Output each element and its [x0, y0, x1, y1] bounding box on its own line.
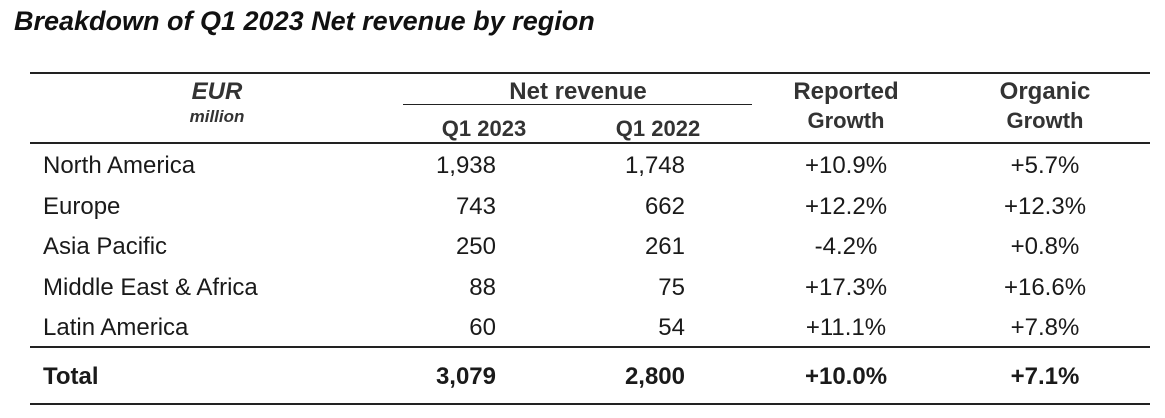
table-top-rule [30, 72, 1150, 74]
q1-2022-cell: 54 [658, 314, 685, 341]
total-organic-growth: +7.1% [1010, 363, 1080, 390]
net-revenue-underline [403, 104, 752, 105]
organic-growth-cell: +7.8% [1010, 314, 1080, 341]
organic-growth-cell: +12.3% [1003, 193, 1087, 220]
q1-2023-cell: 743 [455, 193, 496, 220]
region-cell: Latin America [43, 314, 189, 341]
region-cell: Asia Pacific [43, 233, 168, 260]
q1-2023-cell: 60 [469, 314, 496, 341]
region-cell: Europe [43, 193, 121, 220]
net-revenue-header: Net revenue [509, 78, 647, 105]
total-q1-2022: 2,800 [624, 363, 685, 390]
reported-growth-cell: +12.2% [804, 193, 888, 220]
organic-growth-cell: +0.8% [1010, 233, 1080, 260]
unit-label: million [189, 107, 245, 126]
q1-2022-cell: 662 [644, 193, 685, 220]
q1-2022-cell: 1,748 [624, 152, 685, 179]
organic-growth-header: Organic [999, 78, 1091, 105]
reported-growth-cell: +17.3% [804, 274, 888, 301]
organic-growth-cell: +16.6% [1003, 274, 1087, 301]
reported-growth-header-line2: Growth [807, 108, 885, 133]
q1-2022-header: Q1 2022 [615, 116, 701, 141]
q1-2023-header: Q1 2023 [441, 116, 527, 141]
total-label: Total [43, 363, 99, 390]
q1-2023-cell: 88 [469, 274, 496, 301]
total-q1-2023: 3,079 [435, 363, 496, 390]
currency-label: EUR [191, 78, 243, 105]
q1-2022-cell: 261 [644, 233, 685, 260]
page-title: Breakdown of Q1 2023 Net revenue by regi… [14, 6, 595, 36]
total-reported-growth: +10.0% [804, 363, 888, 390]
reported-growth-cell: -4.2% [814, 233, 878, 260]
total-separator-rule [30, 346, 1150, 348]
reported-growth-header: Reported [793, 78, 899, 105]
header-bottom-rule [30, 142, 1150, 144]
reported-growth-cell: +11.1% [805, 314, 887, 341]
reported-growth-cell: +10.9% [804, 152, 888, 179]
region-cell: Middle East & Africa [43, 274, 258, 301]
organic-growth-header-line2: Growth [1006, 108, 1084, 133]
table-bottom-rule [30, 403, 1150, 405]
q1-2022-cell: 75 [658, 274, 685, 301]
organic-growth-cell: +5.7% [1010, 152, 1080, 179]
region-cell: North America [43, 152, 196, 179]
q1-2023-cell: 250 [455, 233, 496, 260]
q1-2023-cell: 1,938 [435, 152, 496, 179]
